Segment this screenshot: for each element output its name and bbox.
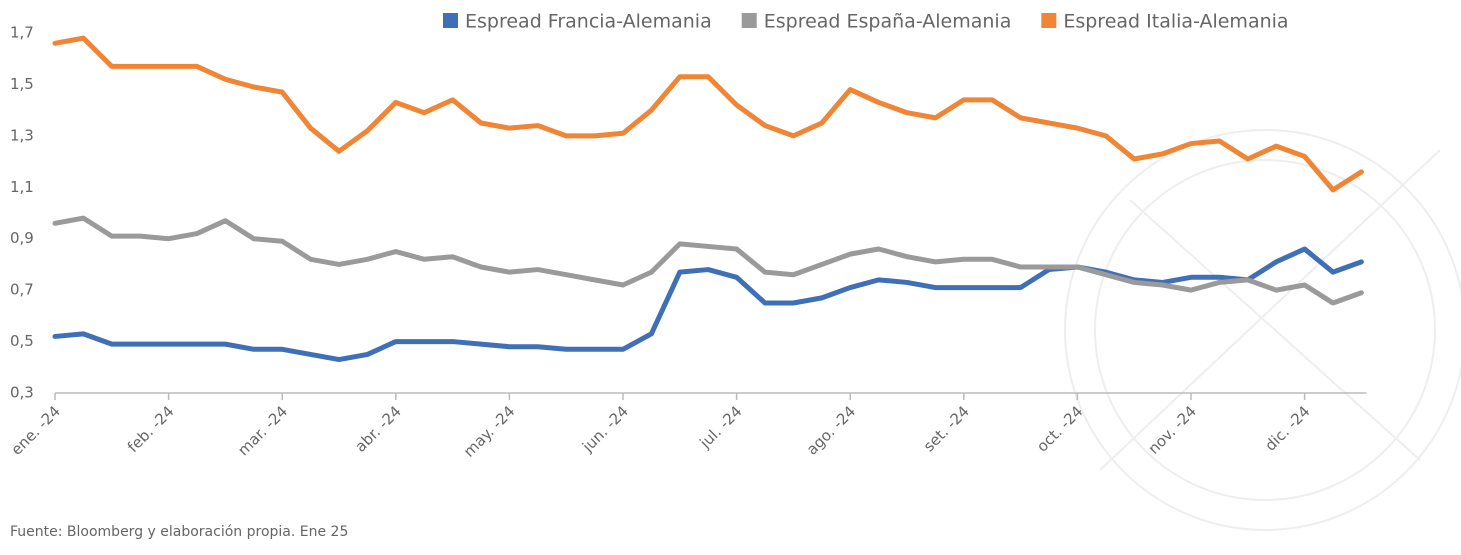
series-line <box>55 249 1361 360</box>
series-line <box>55 38 1361 190</box>
legend-label: Espread España-Alemania <box>764 11 1012 33</box>
legend-label: Espread Francia-Alemania <box>465 11 712 33</box>
x-tick-label: oct. -24 <box>1033 402 1086 455</box>
legend-swatch <box>443 13 458 28</box>
x-tick-label: set. -24 <box>920 402 973 455</box>
x-tick-label: nov. -24 <box>1145 402 1200 457</box>
x-tick-label: ago. -24 <box>803 402 859 458</box>
y-tick-label: 1,5 <box>10 75 34 93</box>
legend-swatch <box>742 13 757 28</box>
y-tick-label: 0,3 <box>10 384 34 402</box>
y-tick-label: 0,9 <box>10 229 34 247</box>
y-tick-label: 0,7 <box>10 281 34 299</box>
y-tick-label: 1,7 <box>10 24 34 42</box>
legend-swatch <box>1041 13 1056 28</box>
x-tick-label: jul. -24 <box>695 402 745 452</box>
y-tick-label: 1,1 <box>10 178 34 196</box>
x-tick-label: ene. -24 <box>7 402 64 459</box>
legend-label: Espread Italia-Alemania <box>1063 11 1288 33</box>
x-tick-label: mar. -24 <box>234 402 291 459</box>
x-tick-label: dic. -24 <box>1261 402 1313 454</box>
x-tick-label: jun. -24 <box>578 402 632 456</box>
watermark <box>1065 130 1461 530</box>
y-tick-label: 0,5 <box>10 332 34 350</box>
y-tick-label: 1,3 <box>10 126 34 144</box>
x-tick-label: may. -24 <box>460 402 518 460</box>
x-tick-label: feb. -24 <box>124 402 178 456</box>
source-note: Fuente: Bloomberg y elaboración propia. … <box>10 524 348 540</box>
chart: Fuente: Bloomberg y elaboración propia. … <box>0 0 1461 555</box>
x-tick-label: abr. -24 <box>351 402 404 455</box>
